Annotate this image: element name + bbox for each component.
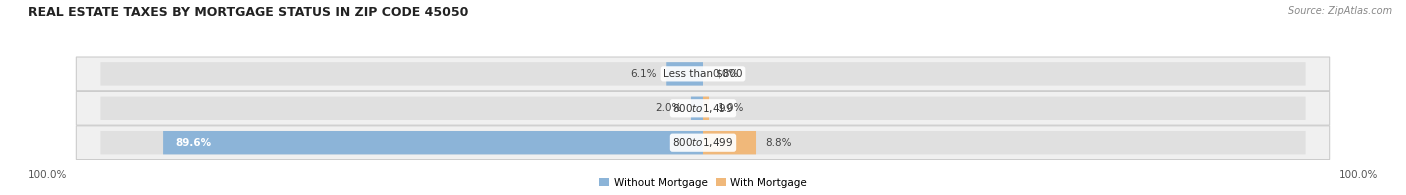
- FancyBboxPatch shape: [690, 97, 703, 120]
- FancyBboxPatch shape: [100, 131, 1306, 154]
- Text: REAL ESTATE TAXES BY MORTGAGE STATUS IN ZIP CODE 45050: REAL ESTATE TAXES BY MORTGAGE STATUS IN …: [28, 6, 468, 19]
- Text: 2.0%: 2.0%: [655, 103, 682, 113]
- FancyBboxPatch shape: [703, 131, 756, 154]
- Text: 89.6%: 89.6%: [176, 138, 211, 148]
- Text: Less than $800: Less than $800: [664, 69, 742, 79]
- FancyBboxPatch shape: [163, 131, 703, 154]
- Text: 1.0%: 1.0%: [718, 103, 744, 113]
- Text: 8.8%: 8.8%: [765, 138, 792, 148]
- FancyBboxPatch shape: [666, 62, 703, 86]
- FancyBboxPatch shape: [100, 62, 1306, 86]
- Text: 100.0%: 100.0%: [1339, 170, 1378, 181]
- Legend: Without Mortgage, With Mortgage: Without Mortgage, With Mortgage: [599, 178, 807, 188]
- FancyBboxPatch shape: [76, 91, 1330, 125]
- Text: $800 to $1,499: $800 to $1,499: [672, 102, 734, 115]
- FancyBboxPatch shape: [703, 97, 709, 120]
- Text: 6.1%: 6.1%: [631, 69, 657, 79]
- FancyBboxPatch shape: [76, 126, 1330, 160]
- Text: 0.0%: 0.0%: [711, 69, 738, 79]
- Text: 100.0%: 100.0%: [28, 170, 67, 181]
- Text: Source: ZipAtlas.com: Source: ZipAtlas.com: [1288, 6, 1392, 16]
- FancyBboxPatch shape: [76, 57, 1330, 91]
- FancyBboxPatch shape: [100, 97, 1306, 120]
- Text: $800 to $1,499: $800 to $1,499: [672, 136, 734, 149]
